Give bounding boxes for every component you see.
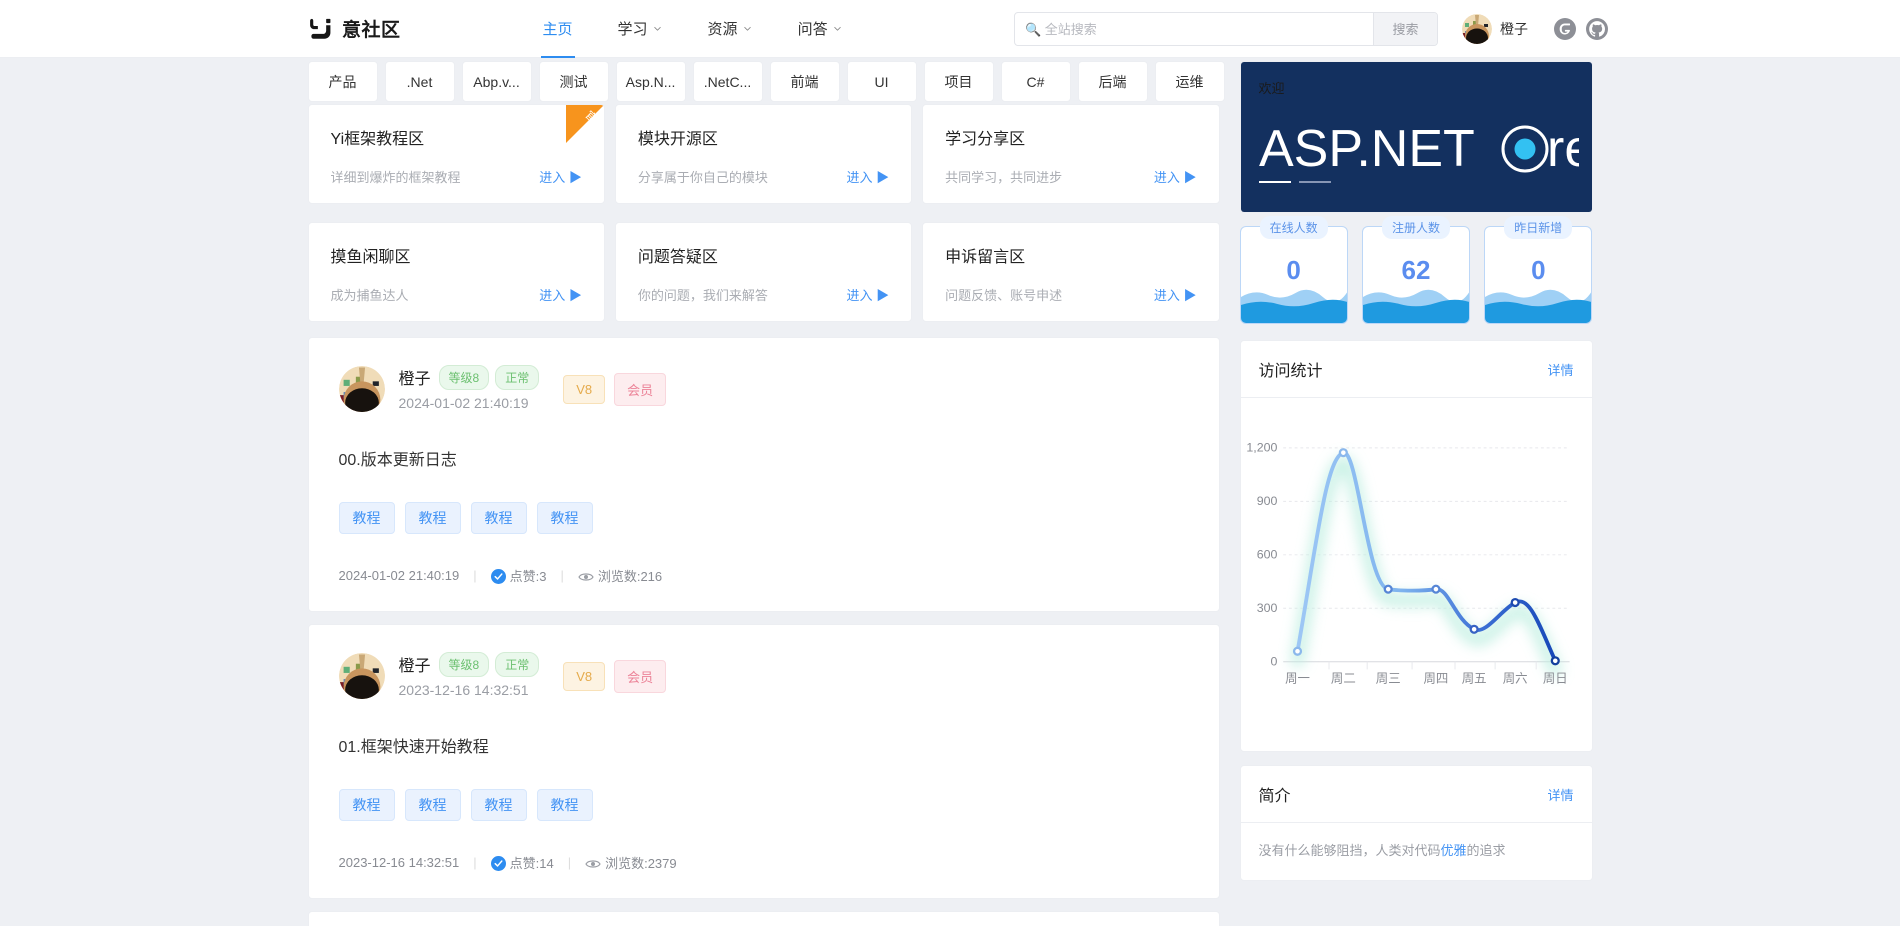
svg-text:周一: 周一 — [1285, 672, 1310, 686]
svg-text:周五: 周五 — [1461, 672, 1486, 686]
svg-text:600: 600 — [1256, 548, 1277, 562]
svg-text:0: 0 — [1270, 655, 1277, 669]
svg-text:re: re — [1547, 120, 1579, 178]
svg-text:900: 900 — [1256, 494, 1277, 508]
svg-text:1,200: 1,200 — [1246, 441, 1277, 455]
svg-text:周四: 周四 — [1423, 672, 1448, 686]
svg-text:周二: 周二 — [1330, 672, 1355, 686]
svg-text:周六: 周六 — [1502, 672, 1527, 686]
svg-text:周日: 周日 — [1542, 672, 1567, 686]
svg-text:300: 300 — [1256, 601, 1277, 615]
svg-text:ASP.NET: ASP.NET — [1259, 120, 1475, 178]
svg-text:周三: 周三 — [1375, 672, 1400, 686]
